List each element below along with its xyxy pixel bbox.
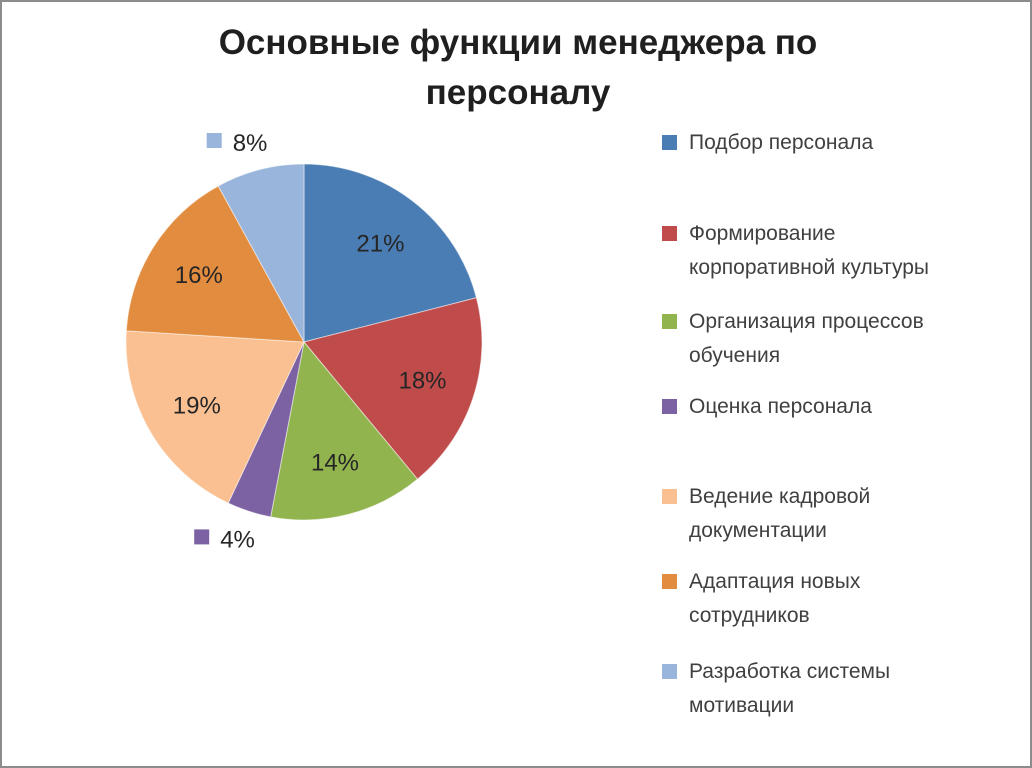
legend-label: Формирование корпоративной культуры bbox=[689, 222, 929, 279]
slice-label-key bbox=[194, 529, 210, 545]
legend-item: Адаптация новых сотрудников bbox=[662, 565, 987, 633]
pie-slice-1 bbox=[303, 163, 478, 343]
slice-label: 18% bbox=[398, 368, 446, 395]
legend-swatch bbox=[662, 574, 677, 589]
legend-swatch bbox=[662, 226, 677, 241]
pie-slice-6 bbox=[125, 185, 305, 343]
slice-label: 16% bbox=[175, 262, 223, 289]
slice-label: 4% bbox=[220, 526, 255, 553]
legend-swatch bbox=[662, 489, 677, 504]
legend-item: Разработка системы мотивации bbox=[662, 655, 987, 723]
legend-item: Подбор персонала bbox=[662, 126, 987, 160]
legend-label: Подбор персонала bbox=[689, 131, 874, 154]
slice-label: 14% bbox=[311, 450, 359, 477]
legend-label: Разработка системы мотивации bbox=[689, 660, 891, 717]
legend-label: Организация процессов обучения bbox=[689, 310, 924, 367]
pie-slice-2 bbox=[303, 297, 483, 480]
legend-swatch bbox=[662, 135, 677, 150]
pie-slice-3 bbox=[270, 340, 419, 521]
pie-chart: 21% 18% 14% 4% 19% 16% 8% bbox=[125, 130, 483, 553]
legend-swatch bbox=[662, 399, 677, 414]
slice-label: 19% bbox=[173, 392, 221, 419]
pie-slice-5 bbox=[125, 330, 305, 504]
legend-item: Организация процессов обучения bbox=[662, 305, 987, 373]
legend-item: Формирование корпоративной культуры bbox=[662, 217, 987, 285]
chart-legend: Подбор персонала Формирование корпоративн… bbox=[662, 2, 992, 766]
slice-label: 21% bbox=[356, 231, 404, 258]
slice-label-key bbox=[206, 133, 222, 148]
legend-label: Адаптация новых сотрудников bbox=[689, 570, 861, 627]
legend-label: Оценка персонала bbox=[689, 395, 872, 418]
legend-item: Оценка персонала bbox=[662, 390, 987, 424]
slice-label: 8% bbox=[233, 130, 268, 157]
legend-swatch bbox=[662, 314, 677, 329]
legend-swatch bbox=[662, 664, 677, 679]
legend-item: Ведение кадровой документации bbox=[662, 480, 987, 548]
legend-label: Ведение кадровой документации bbox=[689, 485, 871, 542]
pie-slice-7 bbox=[217, 163, 305, 343]
chart-title: Основные функции менеджера по персоналу bbox=[218, 23, 818, 112]
